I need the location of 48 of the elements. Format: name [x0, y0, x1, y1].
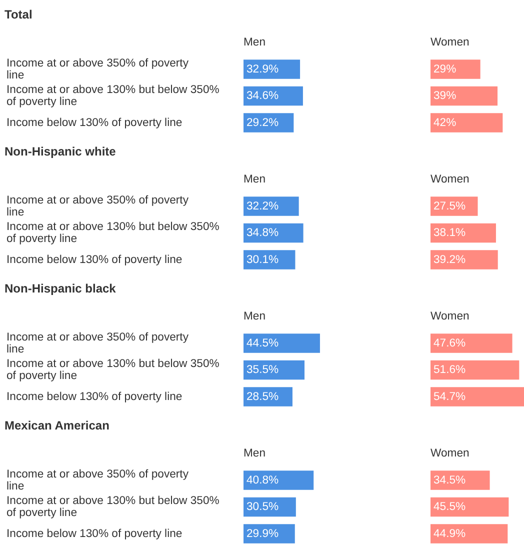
data-label: 42%: [434, 116, 456, 129]
series-label: Women: [430, 174, 470, 186]
series-label: Women: [430, 36, 470, 49]
y-tick-label: Income at or above 350% of poverty line: [6, 331, 189, 356]
y-tick-label: Income at or above 130% but below 350% of poverty line: [6, 495, 220, 520]
data-label: 29%: [434, 63, 456, 76]
text: Non-Hispanic black: [4, 282, 116, 296]
text: Mexican American: [4, 418, 110, 432]
data-label: 39%: [434, 90, 456, 102]
data-label: 44.9%: [434, 528, 466, 540]
data-label: 30.1%: [246, 254, 279, 266]
data-label: 34.5%: [434, 474, 466, 486]
y-tick-label: Income below 130% of poverty line: [6, 390, 182, 403]
y-tick-label: Income at or above 350% of poverty line: [6, 57, 189, 82]
data-label: 45.5%: [434, 501, 466, 514]
y-tick-label: Income below 130% of poverty line: [6, 254, 182, 266]
data-label: 29.9%: [246, 528, 279, 540]
data-label: 47.6%: [434, 337, 466, 350]
series-label: Men: [244, 310, 266, 323]
series-label: Men: [244, 36, 266, 49]
data-label: 29.2%: [246, 116, 279, 129]
y-tick-label: Income at or above 130% but below 350% of poverty line: [6, 84, 220, 108]
data-label: 35.5%: [246, 364, 279, 376]
data-label: 54.7%: [434, 390, 466, 403]
data-label: 40.8%: [246, 474, 279, 486]
text: Non-Hispanic white: [4, 144, 116, 158]
data-label: 27.5%: [434, 200, 466, 212]
y-tick-label: Income at or above 350% of poverty line: [6, 194, 189, 218]
data-label: 38.1%: [434, 227, 466, 240]
data-label: 34.8%: [246, 227, 279, 240]
series-label: Men: [244, 448, 266, 460]
data-label: 34.6%: [246, 90, 279, 102]
text: Total: [4, 8, 32, 22]
data-label: 30.5%: [246, 501, 279, 514]
data-label: 28.5%: [246, 390, 279, 403]
series-label: Women: [430, 310, 470, 323]
y-tick-label: Income at or above 130% but below 350% of poverty line: [6, 221, 220, 246]
y-tick-label: Income at or above 130% but below 350% of poverty line: [6, 358, 220, 382]
data-label: 44.5%: [246, 337, 279, 350]
y-tick-label: Income at or above 350% of poverty line: [6, 468, 189, 492]
data-label: 32.9%: [246, 63, 279, 76]
data-label: 39.2%: [434, 254, 466, 266]
data-label: 51.6%: [434, 364, 466, 376]
series-label: Men: [244, 174, 266, 186]
data-label: 32.2%: [246, 200, 279, 212]
y-tick-label: Income below 130% of poverty line: [6, 528, 182, 540]
y-tick-label: Income below 130% of poverty line: [6, 116, 182, 129]
series-label: Women: [430, 448, 470, 460]
